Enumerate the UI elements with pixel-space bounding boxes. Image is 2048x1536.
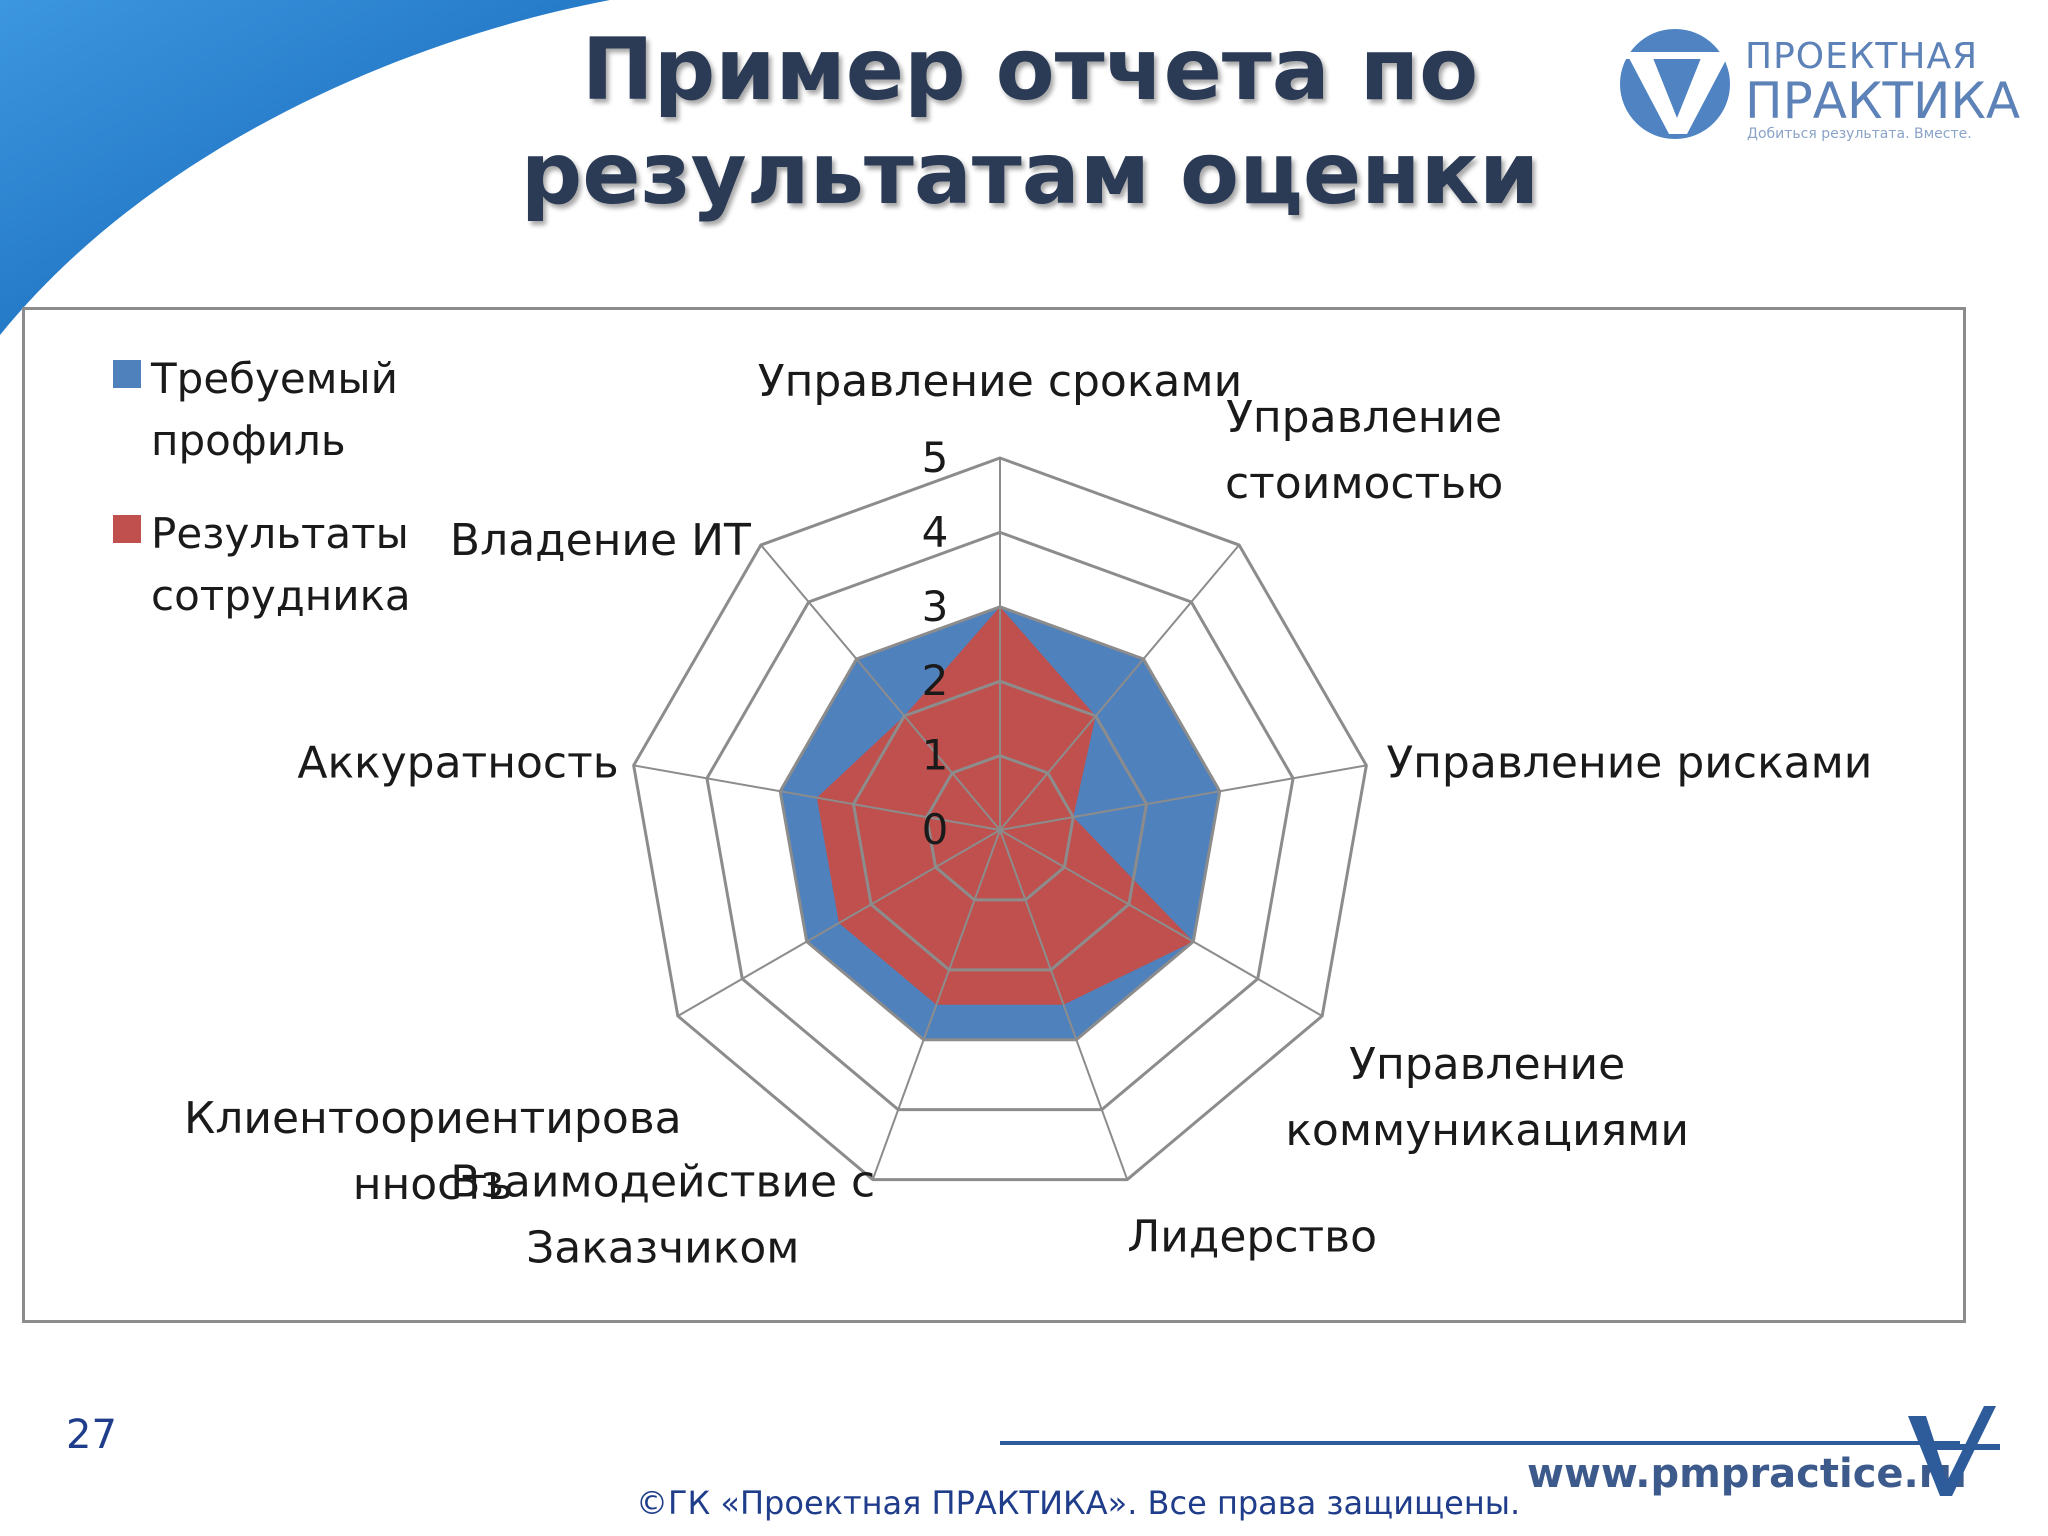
radar-chart: 0 1 2 3 4 5 Управление сроками Управление стоимо… [22, 307, 1966, 1323]
logo-emblem [1620, 29, 1730, 139]
grid-spoke-3 [999, 829, 1323, 1017]
grid-ring-5 [632, 456, 1368, 1182]
legend-label-employee-line2: сотрудника [151, 571, 411, 620]
tick-label-2: 2 [922, 656, 949, 705]
category-label-3-line-1: коммуникациями [1285, 1105, 1689, 1156]
legend-label-required: Требуемый профиль [151, 348, 398, 472]
footer-url[interactable]: www.pmpractice.ru [1527, 1451, 1967, 1497]
grid-spoke-7 [633, 764, 1001, 831]
legend-label-required-line1: Требуемый [151, 354, 398, 403]
category-label-7: Аккуратность [297, 737, 618, 788]
grid-ring-1 [925, 754, 1075, 902]
series-area-employee [816, 606, 1194, 1005]
tick-label-3: 3 [922, 582, 949, 631]
category-label-4: Лидерство [1127, 1212, 1377, 1263]
footer-rule [1000, 1441, 1960, 1445]
legend-swatch-required [113, 360, 141, 388]
company-logo: ПРОЕКТНАЯ ПРАКТИКА Добиться результата. … [1615, 22, 2025, 152]
category-label-5-line-1: Заказчиком [526, 1223, 799, 1274]
category-label-4-line-0: Лидерство [1127, 1212, 1377, 1263]
grid-spoke-5 [871, 829, 1001, 1180]
category-label-1-line-0: Управление [1226, 392, 1502, 443]
category-label-3-line-0: Управление [1349, 1039, 1625, 1090]
copyright-notice: ©ГК «Проектная ПРАКТИКА». Все права защи… [636, 1484, 1521, 1522]
category-label-7-line-0: Аккуратность [297, 737, 618, 788]
legend-swatch-employee [113, 515, 141, 543]
tick-label-0: 0 [922, 805, 949, 854]
grid-spoke-1 [999, 544, 1240, 831]
corner-swoosh [0, 0, 610, 335]
category-label-2-line-0: Управление рисками [1386, 737, 1872, 788]
category-label-8-line-0: Владение ИТ [450, 515, 751, 566]
grid-ring-2 [851, 679, 1149, 972]
category-label-5: Взаимодействие с Заказчиком [450, 1157, 875, 1274]
tick-label-5: 5 [922, 433, 949, 482]
legend-label-required-line2: профиль [151, 416, 346, 465]
logo-name-line1: ПРОЕКТНАЯ [1745, 36, 1979, 77]
category-label-6-line-0: Клиентоориентирова [184, 1093, 682, 1144]
grid-ring-3 [778, 605, 1222, 1042]
legend-label-employee: Результаты сотрудника [151, 503, 411, 627]
tick-label-1: 1 [922, 731, 949, 780]
category-label-6-line-1: нность [353, 1159, 513, 1210]
legend-label-employee-line1: Результаты [151, 509, 409, 558]
footer-logo-mark [1908, 1406, 2000, 1496]
grid-spoke-2 [999, 764, 1367, 831]
category-label-3: Управление коммуникациями [1285, 1039, 1689, 1156]
category-label-1: Управление стоимостью [1225, 392, 1503, 509]
grid-spoke-8 [760, 544, 1001, 831]
logo-name-line2: ПРАКТИКА [1745, 72, 2021, 130]
grid-spoke-4 [999, 829, 1129, 1180]
slide-title: Пример отчета по результатам оценки [520, 20, 1540, 224]
logo-tagline: Добиться результата. Вместе. [1747, 126, 1972, 142]
category-label-0-line-0: Управление сроками [758, 356, 1242, 407]
category-label-5-line-0: Взаимодействие с [450, 1157, 875, 1208]
category-label-0: Управление сроками [758, 356, 1242, 407]
category-label-2: Управление рисками [1386, 737, 1872, 788]
category-label-6: Клиентоориентирова нность [184, 1093, 682, 1210]
category-label-8: Владение ИТ [450, 515, 751, 566]
grid-ring-4 [705, 530, 1295, 1112]
tick-label-4: 4 [922, 507, 949, 556]
page-number: 27 [66, 1412, 117, 1458]
grid-spoke-6 [677, 829, 1001, 1017]
category-label-1-line-1: стоимостью [1225, 458, 1503, 509]
